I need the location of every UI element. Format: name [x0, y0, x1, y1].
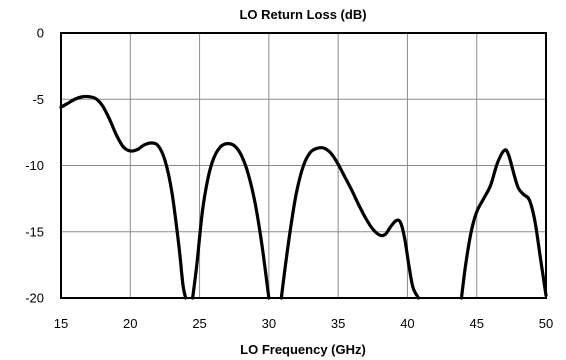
x-tick-label: 40 — [400, 316, 414, 331]
x-tick-labels: 15 20 25 30 35 40 45 50 — [54, 316, 553, 331]
x-tick-label: 30 — [262, 316, 276, 331]
x-tick-label: 45 — [469, 316, 483, 331]
series-line-segment — [59, 94, 188, 300]
series-line-segment — [279, 146, 421, 300]
x-tick-label: 20 — [123, 316, 137, 331]
y-tick-label: -15 — [25, 224, 44, 239]
y-tick-labels: 0 -5 -10 -15 -20 — [25, 26, 44, 306]
x-axis-label: LO Frequency (GHz) — [240, 342, 366, 357]
x-tick-label: 15 — [54, 316, 68, 331]
x-tick-label: 25 — [192, 316, 206, 331]
y-tick-label: -20 — [25, 291, 44, 306]
series-layer — [59, 94, 548, 300]
plot-frame — [60, 32, 547, 299]
chart-title: LO Return Loss (dB) — [239, 7, 366, 22]
x-tick-label: 50 — [539, 316, 553, 331]
grid — [61, 33, 546, 298]
y-tick-label: -5 — [32, 92, 44, 107]
y-tick-label: 0 — [37, 26, 44, 41]
series-line-segment — [191, 141, 271, 300]
series-line-segment — [459, 148, 548, 300]
x-tick-label: 35 — [331, 316, 345, 331]
y-tick-label: -10 — [25, 158, 44, 173]
